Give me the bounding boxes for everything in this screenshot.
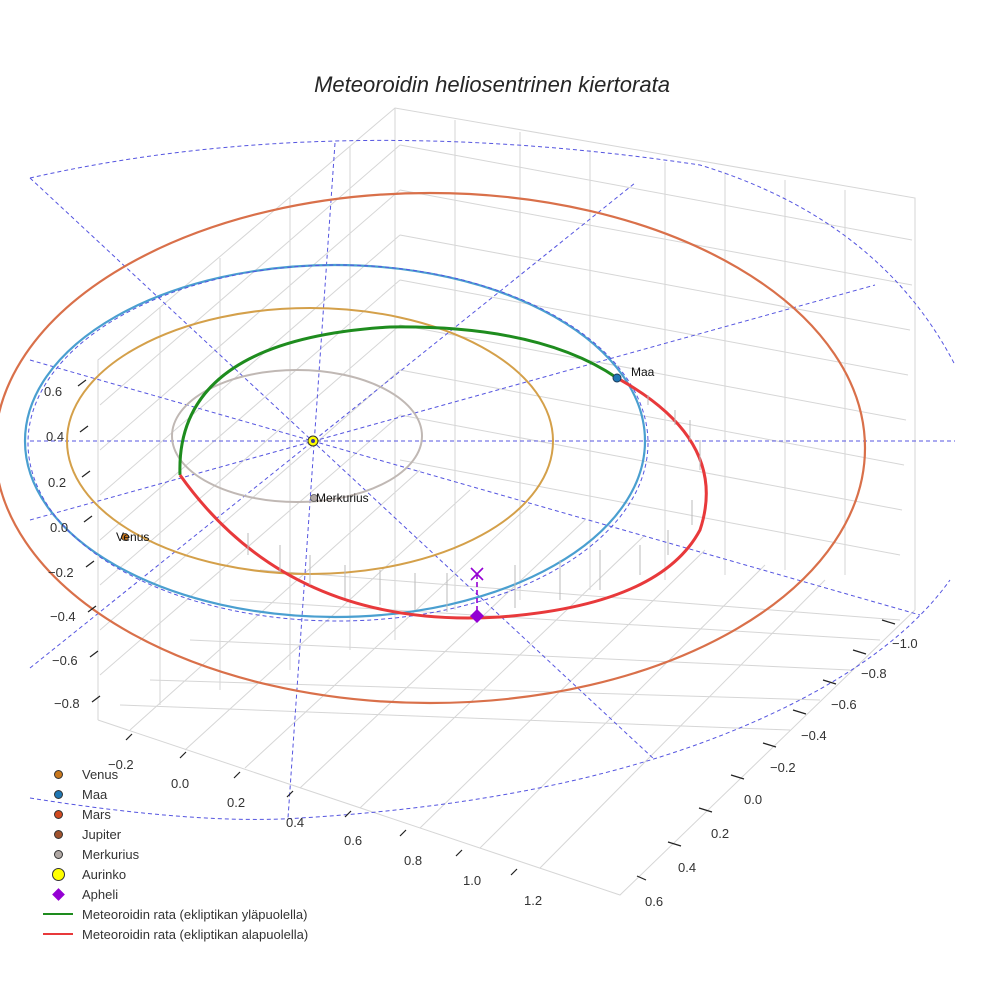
meteoroid-below	[178, 376, 708, 620]
orbit-mars	[0, 191, 866, 705]
svg-text:1.2: 1.2	[524, 893, 542, 908]
svg-text:0.6: 0.6	[344, 833, 362, 848]
svg-text:−0.6: −0.6	[52, 653, 78, 668]
svg-text:−0.6: −0.6	[831, 697, 857, 712]
legend: Venus Maa Mars Jupiter Merkurius Aurinko…	[40, 764, 308, 944]
svg-text:1.0: 1.0	[463, 873, 481, 888]
legend-item-apheli: Apheli	[40, 884, 308, 904]
grid-back-wall	[97, 107, 916, 720]
svg-text:0.4: 0.4	[286, 815, 304, 830]
svg-text:−0.8: −0.8	[861, 666, 887, 681]
svg-text:0.0: 0.0	[171, 776, 189, 791]
svg-text:0.8: 0.8	[404, 853, 422, 868]
merkurius-dot-icon	[53, 849, 63, 859]
svg-text:0.2: 0.2	[227, 795, 245, 810]
legend-item-aurinko: Aurinko	[40, 864, 308, 884]
label-venus: Venus	[116, 530, 149, 544]
drop-lines	[247, 395, 701, 612]
svg-text:0.0: 0.0	[50, 520, 68, 535]
y-axis: −1.0 −0.8 −0.6 −0.4 −0.2 0.0 0.2 0.4 0.6	[636, 619, 918, 909]
svg-text:0.0: 0.0	[744, 792, 762, 807]
diamond-icon	[51, 887, 65, 901]
chart-title: Meteoroidin heliosentrinen kiertorata	[314, 72, 670, 97]
jupiter-dot-icon	[53, 829, 63, 839]
orbits	[0, 191, 866, 705]
svg-text:0.4: 0.4	[678, 860, 696, 875]
meteoroid-above	[178, 325, 618, 476]
svg-text:0.2: 0.2	[711, 826, 729, 841]
label-merkurius: Merkurius	[316, 491, 369, 505]
venus-marker	[121, 533, 129, 541]
svg-text:0.6: 0.6	[645, 894, 663, 909]
label-maa: Maa	[631, 365, 655, 379]
legend-item-jupiter: Jupiter	[40, 824, 308, 844]
svg-text:0.2: 0.2	[48, 475, 66, 490]
sun-icon	[51, 867, 65, 881]
z-axis: 0.6 0.4 0.2 0.0 −0.2 −0.4 −0.6 −0.8	[44, 379, 101, 711]
svg-text:−0.8: −0.8	[54, 696, 80, 711]
svg-text:−0.4: −0.4	[50, 609, 76, 624]
apheli-marker	[470, 567, 484, 623]
svg-text:−0.2: −0.2	[770, 760, 796, 775]
svg-text:−0.2: −0.2	[108, 757, 134, 772]
mars-dot-icon	[53, 809, 63, 819]
svg-text:0.4: 0.4	[46, 429, 64, 444]
svg-text:−0.4: −0.4	[801, 728, 827, 743]
svg-text:−1.0: −1.0	[892, 636, 918, 651]
legend-item-above: Meteoroidin rata (ekliptikan yläpuolella…	[40, 904, 308, 924]
ecliptic-guides	[29, 139, 956, 820]
svg-text:0.6: 0.6	[44, 384, 62, 399]
legend-item-below: Meteoroidin rata (ekliptikan alapuolella…	[40, 924, 308, 944]
legend-item-maa: Maa	[40, 784, 308, 804]
orbit-merkurius	[171, 369, 423, 503]
orbit-maa	[23, 263, 647, 619]
svg-text:−0.2: −0.2	[48, 565, 74, 580]
merkurius-marker	[310, 494, 318, 502]
legend-item-mars: Mars	[40, 804, 308, 824]
green-line-icon	[43, 913, 73, 915]
x-axis: −0.2 0.0 0.2 0.4 0.6 0.8 1.0 1.2	[108, 733, 542, 908]
maa-dot-icon	[53, 789, 63, 799]
maa-marker	[612, 373, 622, 383]
venus-dot-icon	[53, 769, 63, 779]
legend-item-venus: Venus	[40, 764, 308, 784]
legend-item-merkurius: Merkurius	[40, 844, 308, 864]
grid-floor	[97, 469, 916, 896]
red-line-icon	[43, 933, 73, 935]
